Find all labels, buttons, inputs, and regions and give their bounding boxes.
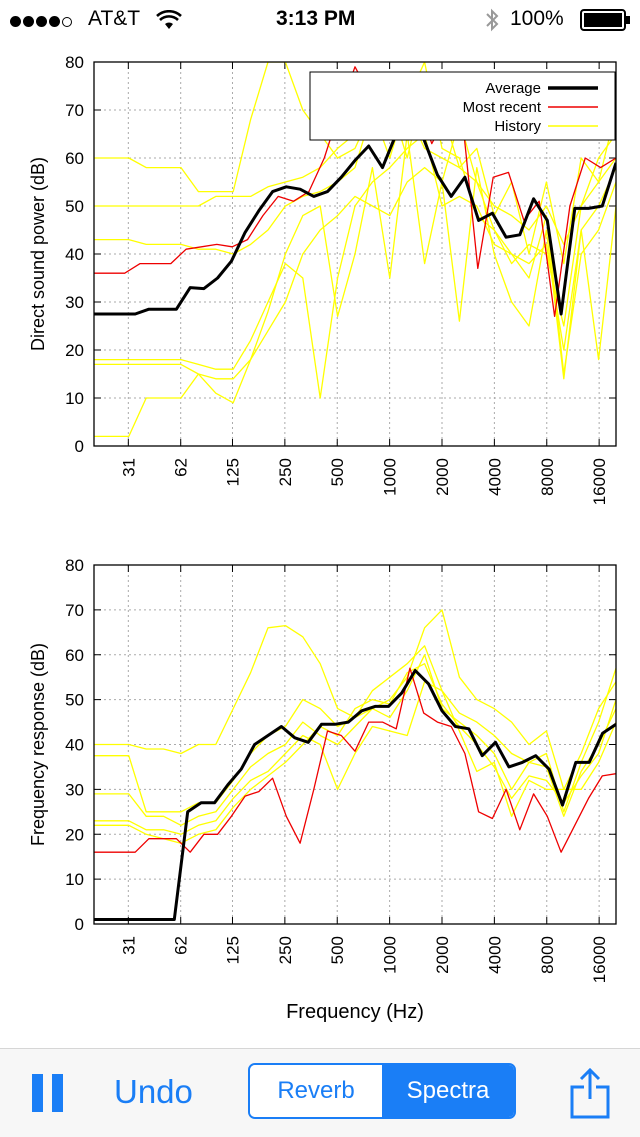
ytick-label: 60 xyxy=(65,646,84,665)
ytick-label: 60 xyxy=(65,149,84,168)
frequency-response-chart: 0 10 20 30 40 50 60 70 80 31 62 125 250 500 1000 2000 40… xyxy=(28,556,617,1023)
xtick-label: 1000 xyxy=(381,458,400,496)
pause-icon xyxy=(32,1074,43,1112)
xtick-label: 31 xyxy=(119,936,138,955)
wifi-icon xyxy=(156,10,182,29)
legend-label: Most recent xyxy=(463,99,542,116)
series-history-line xyxy=(94,166,616,380)
charts-area: 0 10 20 30 40 50 60 70 80 31 62 125 250 500 1000 2000 40… xyxy=(0,40,640,1048)
clock: 3:13 PM xyxy=(276,7,356,30)
xtick-label: 1000 xyxy=(381,936,400,974)
share-icon[interactable] xyxy=(570,1067,610,1119)
battery-icon xyxy=(580,9,630,31)
direct-sound-power-chart: 0 10 20 30 40 50 60 70 80 31 62 125 250 500 1000 2000 40… xyxy=(28,53,617,505)
xtick-label: 125 xyxy=(223,936,242,964)
ytick-label: 0 xyxy=(75,915,84,934)
xtick-label: 2000 xyxy=(433,936,452,974)
xtick-label: 4000 xyxy=(485,936,504,974)
undo-button[interactable]: Undo xyxy=(114,1073,193,1110)
ytick-label: 10 xyxy=(65,389,84,408)
plot-frame xyxy=(93,61,617,447)
segment-reverb[interactable]: Reverb xyxy=(250,1065,382,1117)
series-history-line xyxy=(94,62,616,265)
signal-strength-icon xyxy=(10,14,74,32)
ytick-label: 20 xyxy=(65,341,84,360)
xtick-label: 8000 xyxy=(538,458,557,496)
xtick-label: 16000 xyxy=(590,936,609,983)
x-axis-label: Frequency (Hz) xyxy=(286,1001,424,1023)
xtick-label: 250 xyxy=(276,936,295,964)
battery-percentage: 100% xyxy=(510,7,564,30)
pause-button[interactable] xyxy=(32,1074,64,1112)
xtick-label: 500 xyxy=(328,936,347,964)
series-history-line xyxy=(94,681,616,835)
legend-box xyxy=(309,71,616,141)
series-group xyxy=(94,62,616,438)
xtick-label: 31 xyxy=(119,458,138,477)
ytick-label: 80 xyxy=(65,556,84,575)
xtick-label: 8000 xyxy=(538,936,557,974)
xtick-label: 62 xyxy=(172,936,191,955)
ytick-label: 30 xyxy=(65,780,84,799)
ytick-label: 50 xyxy=(65,691,84,710)
segment-spectra[interactable]: Spectra xyxy=(382,1065,514,1117)
ytick-label: 80 xyxy=(65,53,84,72)
y-axis-label: Direct sound power (dB) xyxy=(28,157,48,351)
series-group xyxy=(94,609,616,921)
xtick-label: 2000 xyxy=(433,458,452,496)
xtick-label: 125 xyxy=(223,458,242,486)
xtick-label: 16000 xyxy=(590,458,609,505)
y-axis-label: Frequency response (dB) xyxy=(28,643,48,846)
legend-label: Average xyxy=(485,80,541,97)
view-segmented-control: Reverb Spectra xyxy=(248,1063,516,1119)
xtick-label: 500 xyxy=(328,458,347,486)
ytick-label: 40 xyxy=(65,245,84,264)
series-history-line xyxy=(94,654,616,826)
ytick-label: 0 xyxy=(75,437,84,456)
xtick-label: 4000 xyxy=(485,458,504,496)
series-average-line xyxy=(94,118,616,316)
plot-frame xyxy=(93,564,617,925)
ytick-label: 10 xyxy=(65,870,84,889)
ytick-label: 40 xyxy=(65,736,84,755)
series-history-line xyxy=(94,62,616,351)
legend-label: History xyxy=(494,118,541,135)
ytick-label: 50 xyxy=(65,197,84,216)
status-bar: AT&T 3:13 PM 100% xyxy=(0,0,640,40)
ytick-label: 20 xyxy=(65,825,84,844)
xtick-label: 250 xyxy=(276,458,295,486)
series-average-line xyxy=(94,669,616,921)
bottom-toolbar: Undo Reverb Spectra xyxy=(0,1048,640,1137)
carrier-name: AT&T xyxy=(88,7,141,30)
xtick-label: 62 xyxy=(172,458,191,477)
ytick-label: 70 xyxy=(65,601,84,620)
bluetooth-icon xyxy=(486,8,499,32)
series-history-line xyxy=(94,118,616,438)
ytick-label: 70 xyxy=(65,101,84,120)
ytick-label: 30 xyxy=(65,293,84,312)
series-most-recent-line xyxy=(94,667,616,853)
series-history-line xyxy=(94,133,616,399)
